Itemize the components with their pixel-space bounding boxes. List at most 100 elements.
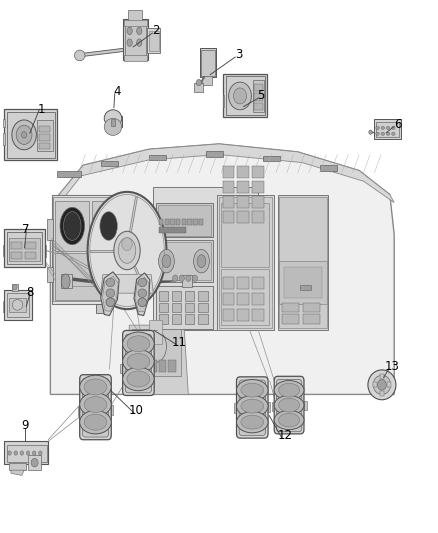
Text: 11: 11: [171, 336, 186, 349]
Ellipse shape: [386, 132, 390, 135]
Ellipse shape: [392, 132, 395, 135]
Bar: [123, 19, 148, 60]
Bar: [254, 93, 263, 101]
Bar: [55, 201, 89, 251]
Ellipse shape: [64, 212, 81, 240]
Ellipse shape: [118, 238, 136, 263]
Ellipse shape: [173, 275, 178, 281]
Ellipse shape: [80, 393, 111, 416]
Ellipse shape: [127, 353, 150, 369]
Bar: [11, 242, 22, 249]
Bar: [380, 391, 384, 396]
Ellipse shape: [237, 379, 268, 401]
Bar: [159, 227, 186, 233]
Bar: [4, 290, 32, 320]
Ellipse shape: [84, 414, 107, 430]
Ellipse shape: [274, 395, 304, 415]
Polygon shape: [101, 272, 119, 316]
Text: 13: 13: [385, 360, 400, 373]
Bar: [200, 48, 216, 77]
Bar: [254, 84, 263, 91]
Bar: [320, 165, 337, 171]
Bar: [252, 309, 264, 321]
Ellipse shape: [84, 397, 107, 413]
Bar: [263, 156, 280, 161]
Bar: [172, 291, 181, 301]
Ellipse shape: [376, 132, 379, 135]
Ellipse shape: [123, 332, 154, 356]
Bar: [223, 309, 234, 321]
Ellipse shape: [122, 238, 132, 251]
Polygon shape: [135, 277, 149, 312]
Bar: [223, 95, 224, 107]
Bar: [3, 119, 5, 127]
Bar: [149, 155, 166, 160]
Ellipse shape: [241, 415, 264, 429]
Ellipse shape: [138, 278, 147, 287]
Ellipse shape: [279, 383, 300, 397]
Bar: [237, 277, 249, 289]
FancyBboxPatch shape: [276, 379, 302, 432]
Bar: [124, 55, 147, 61]
Bar: [149, 320, 162, 344]
Bar: [199, 219, 203, 225]
Bar: [272, 402, 276, 411]
Bar: [3, 301, 5, 312]
Ellipse shape: [237, 395, 268, 417]
Ellipse shape: [80, 410, 111, 434]
FancyBboxPatch shape: [80, 375, 111, 440]
Bar: [101, 161, 118, 166]
Polygon shape: [129, 325, 188, 394]
Bar: [25, 242, 36, 249]
Text: 12: 12: [277, 430, 292, 442]
Ellipse shape: [192, 275, 198, 281]
Ellipse shape: [138, 298, 147, 306]
Bar: [252, 181, 264, 193]
Ellipse shape: [381, 126, 385, 130]
Ellipse shape: [8, 451, 11, 455]
Bar: [223, 196, 234, 208]
Ellipse shape: [138, 298, 147, 306]
FancyBboxPatch shape: [274, 376, 304, 434]
Bar: [376, 122, 399, 137]
Ellipse shape: [376, 126, 379, 130]
Ellipse shape: [145, 330, 166, 362]
Polygon shape: [78, 47, 135, 57]
Bar: [158, 205, 211, 236]
Ellipse shape: [16, 125, 32, 144]
Ellipse shape: [96, 207, 121, 245]
Bar: [28, 455, 41, 470]
Bar: [53, 197, 127, 301]
Ellipse shape: [137, 27, 142, 35]
Ellipse shape: [127, 371, 150, 387]
Ellipse shape: [106, 298, 115, 306]
Bar: [159, 303, 168, 312]
Bar: [252, 196, 264, 208]
Bar: [109, 269, 146, 304]
Bar: [278, 195, 328, 330]
Bar: [156, 286, 213, 329]
Bar: [44, 245, 46, 257]
Bar: [110, 405, 113, 415]
Bar: [387, 382, 391, 387]
Text: 9: 9: [21, 419, 29, 432]
Ellipse shape: [127, 39, 132, 46]
Ellipse shape: [159, 249, 174, 273]
Bar: [182, 219, 186, 225]
Bar: [47, 219, 53, 240]
FancyBboxPatch shape: [82, 378, 109, 437]
Bar: [153, 187, 258, 330]
Ellipse shape: [104, 110, 122, 127]
Bar: [170, 219, 175, 225]
Ellipse shape: [368, 370, 396, 400]
Text: 5: 5: [257, 90, 264, 102]
Text: 6: 6: [394, 118, 402, 131]
Bar: [7, 232, 42, 264]
Bar: [61, 274, 72, 288]
Bar: [252, 211, 264, 223]
Ellipse shape: [60, 207, 85, 245]
Bar: [380, 374, 384, 379]
Bar: [252, 293, 264, 305]
Ellipse shape: [196, 79, 201, 86]
Bar: [223, 74, 267, 117]
